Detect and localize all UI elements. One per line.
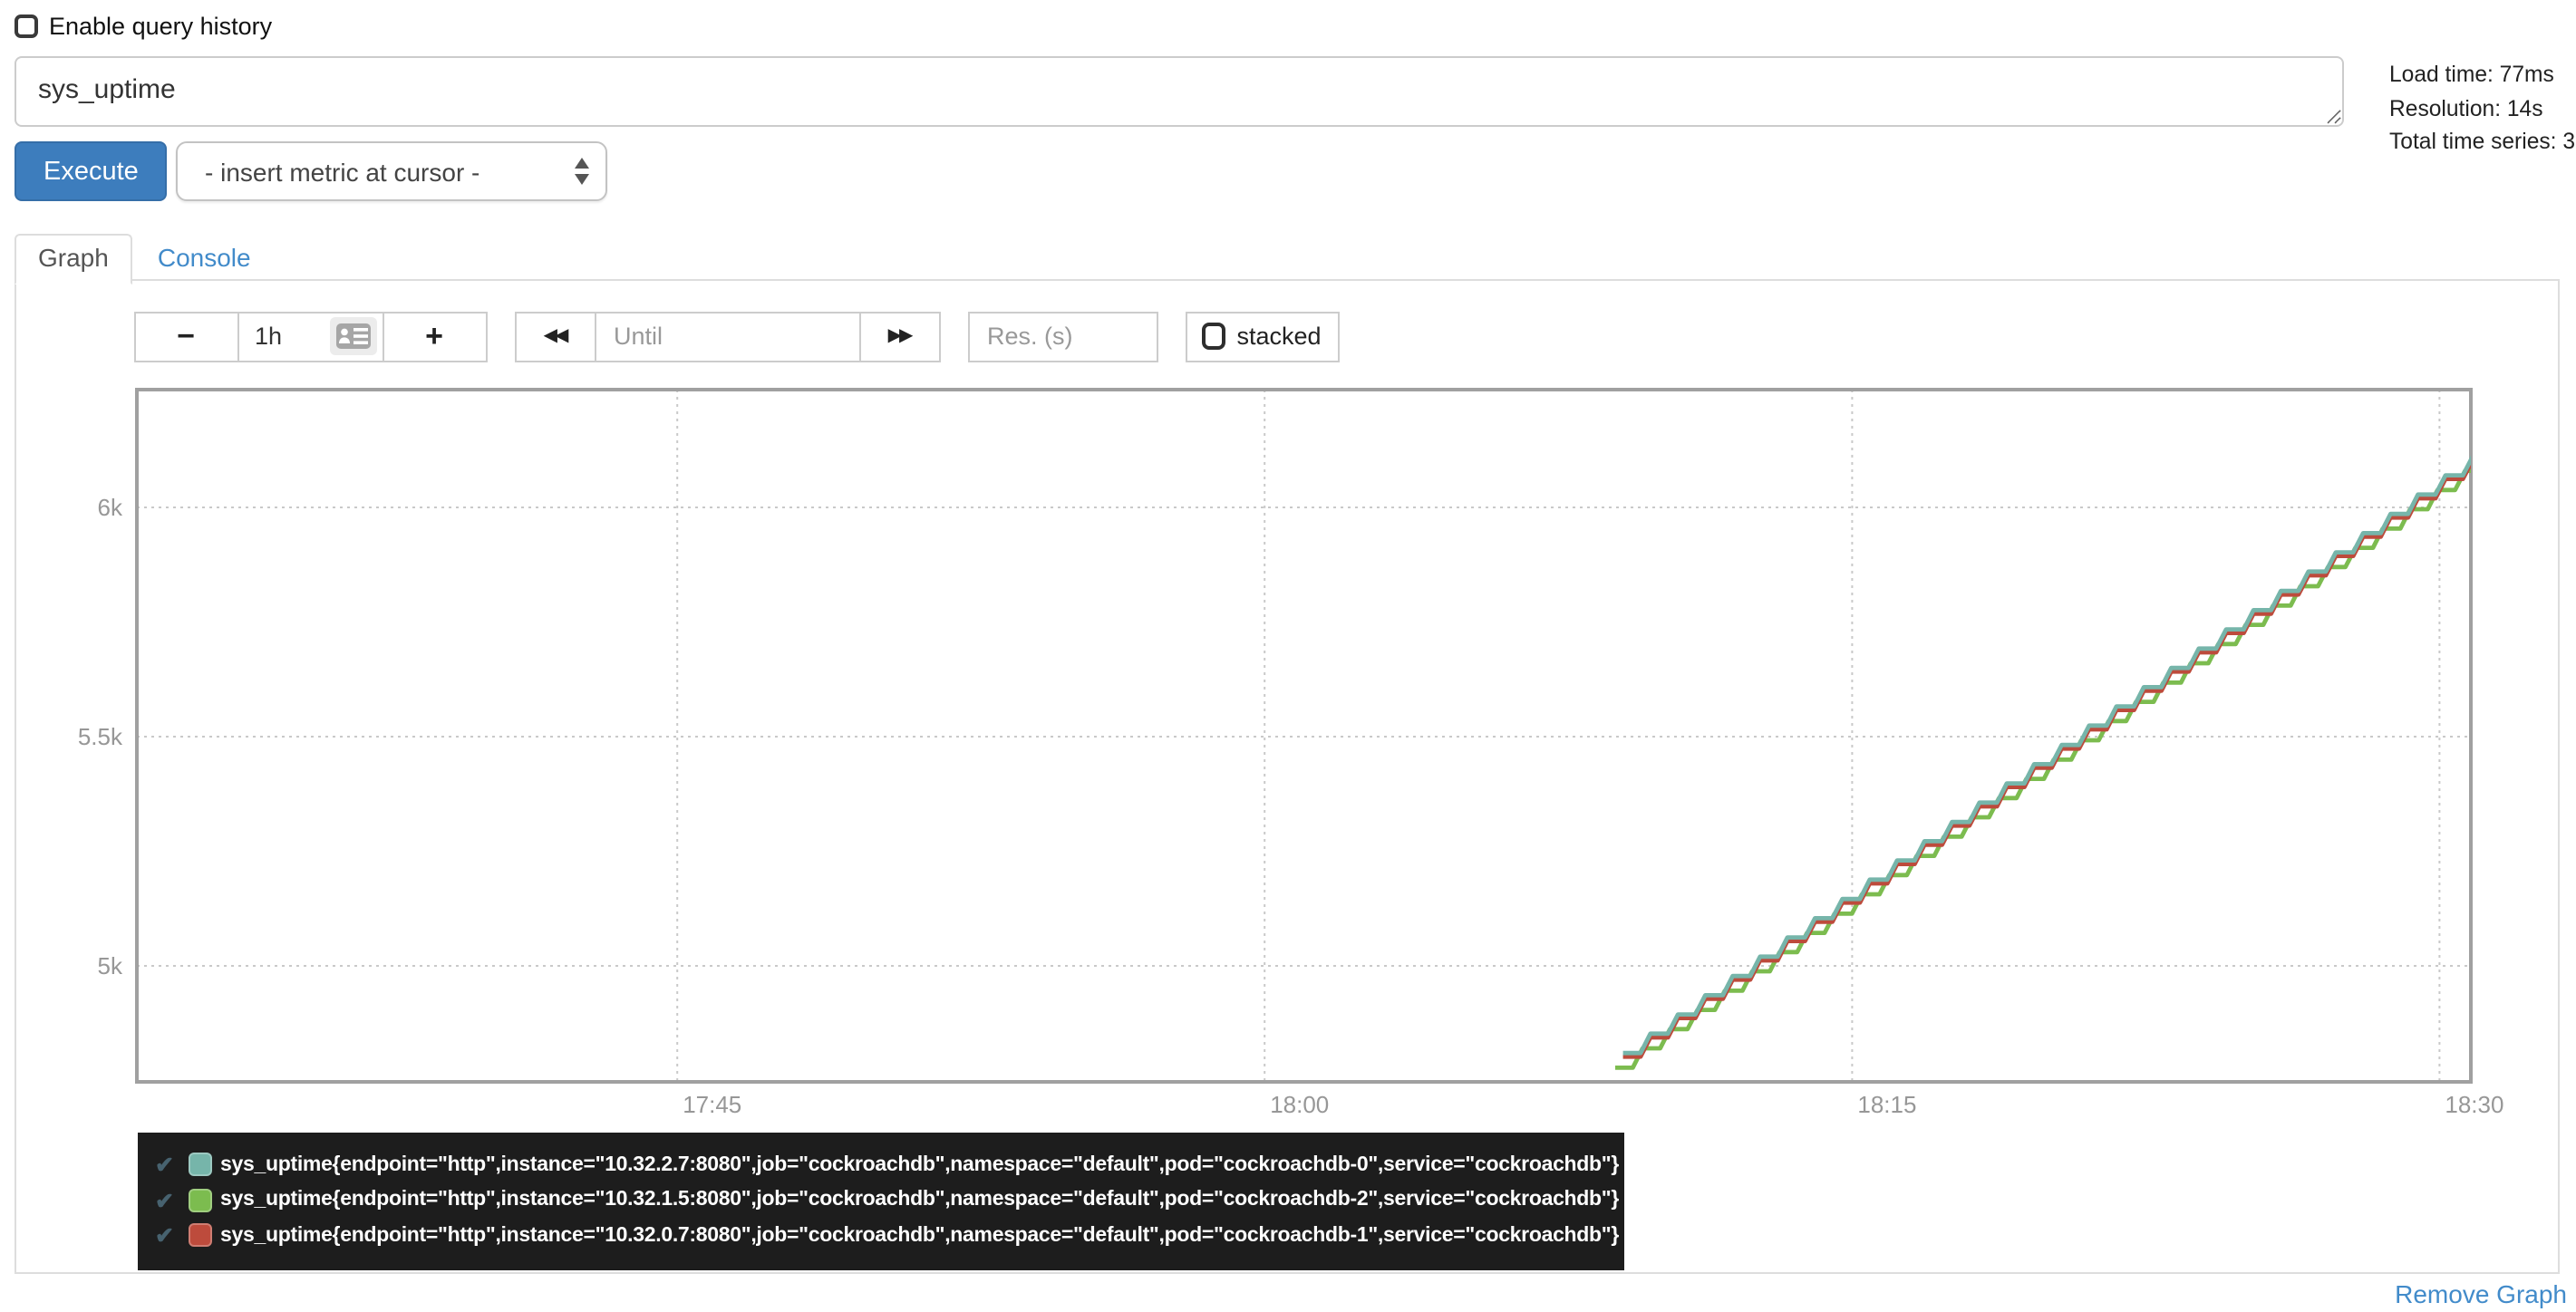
insert-metric-select-value: - insert metric at cursor - — [205, 157, 480, 186]
tab-graph[interactable]: Graph — [15, 233, 132, 284]
legend-swatch — [188, 1188, 211, 1212]
legend-check-icon: ✔ — [155, 1188, 174, 1214]
tab-console[interactable]: Console — [157, 242, 251, 271]
until-control-group: ◀◀ ▶▶ — [514, 311, 940, 362]
legend-item[interactable]: ✔ sys_uptime{endpoint="http",instance="1… — [155, 1218, 1623, 1253]
range-zoom-out-button[interactable]: − — [135, 313, 238, 360]
range-value: 1h — [255, 323, 283, 350]
stacked-control-group: stacked — [1185, 311, 1339, 362]
svg-text:5k: 5k — [98, 951, 123, 979]
calendar-icon[interactable] — [329, 317, 376, 355]
time-step-back-button[interactable]: ◀◀ — [516, 313, 596, 360]
legend-check-icon: ✔ — [155, 1153, 174, 1179]
until-input[interactable] — [596, 313, 858, 360]
uptime-line-chart[interactable]: 17:45 18:00 18:15 18:30 5k 5.5k 6k — [16, 280, 2561, 1277]
remove-graph-link[interactable]: Remove Graph — [2395, 1279, 2567, 1308]
execute-button[interactable]: Execute — [15, 141, 168, 201]
legend-swatch — [188, 1153, 211, 1177]
resolution-control-group — [967, 311, 1157, 362]
legend-item[interactable]: ✔ sys_uptime{endpoint="http",instance="1… — [155, 1147, 1623, 1182]
range-input[interactable]: 1h — [238, 313, 382, 360]
query-history-row: Enable query history — [15, 13, 272, 40]
svg-text:17:45: 17:45 — [683, 1090, 741, 1117]
resolution-stat: Resolution: 14s — [2389, 95, 2543, 121]
svg-text:18:30: 18:30 — [2445, 1090, 2503, 1117]
enable-query-history-label: Enable query history — [49, 13, 273, 40]
svg-text:6k: 6k — [98, 493, 123, 520]
stacked-label: stacked — [1236, 323, 1322, 350]
svg-text:5.5k: 5.5k — [78, 722, 123, 749]
legend-series-label: sys_uptime{endpoint="http",instance="10.… — [220, 1153, 1620, 1176]
time-step-forward-button[interactable]: ▶▶ — [858, 313, 938, 360]
chart-legend: ✔ sys_uptime{endpoint="http",instance="1… — [137, 1132, 1623, 1269]
insert-metric-select[interactable]: - insert metric at cursor - — [176, 141, 607, 201]
legend-series-label: sys_uptime{endpoint="http",instance="10.… — [220, 1224, 1620, 1247]
query-stats: Load time: 77ms Resolution: 14s Total ti… — [2389, 58, 2575, 159]
range-zoom-in-button[interactable]: + — [382, 313, 485, 360]
legend-swatch — [188, 1223, 211, 1248]
stacked-checkbox[interactable] — [1202, 323, 1226, 350]
legend-series-label: sys_uptime{endpoint="http",instance="10.… — [220, 1189, 1620, 1211]
svg-text:18:15: 18:15 — [1857, 1090, 1916, 1117]
svg-text:18:00: 18:00 — [1270, 1090, 1329, 1117]
load-time-stat: Load time: 77ms — [2389, 62, 2554, 87]
select-arrows-icon — [575, 158, 589, 185]
legend-check-icon: ✔ — [155, 1223, 174, 1249]
enable-query-history-checkbox[interactable] — [15, 14, 38, 38]
resolution-input[interactable] — [969, 313, 1156, 360]
graph-panel: − 1h + ◀◀ ▶▶ — [15, 278, 2560, 1274]
graph-console-tabs: Graph Console — [15, 233, 276, 284]
legend-item[interactable]: ✔ sys_uptime{endpoint="http",instance="1… — [155, 1182, 1623, 1218]
range-control-group: − 1h + — [133, 311, 487, 362]
query-expression-input[interactable]: sys_uptime — [15, 56, 2344, 127]
total-series-stat: Total time series: 3 — [2389, 129, 2576, 155]
